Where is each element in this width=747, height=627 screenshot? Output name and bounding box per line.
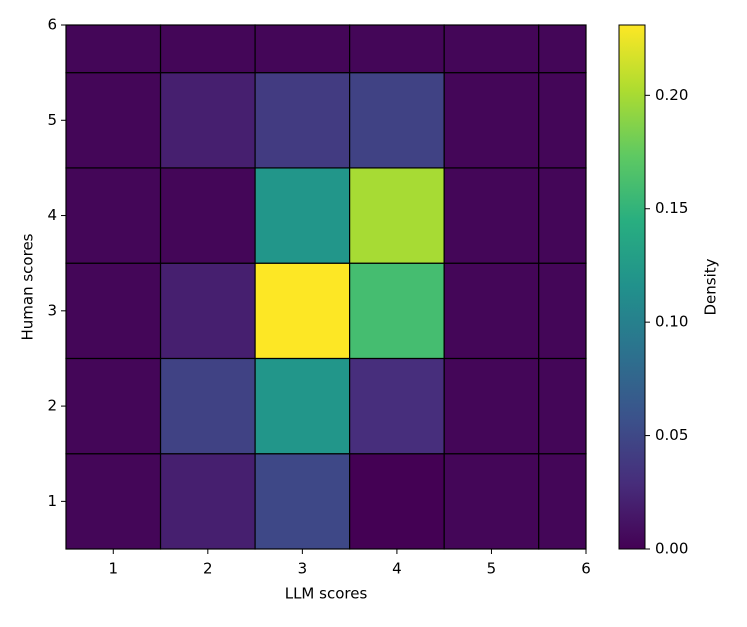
heatmap-cell xyxy=(443,357,540,455)
heatmap-cell xyxy=(65,262,162,360)
heatmap-cell xyxy=(159,357,256,455)
heatmap-cell xyxy=(65,72,162,169)
heatmap-cell xyxy=(159,167,256,264)
colorbar xyxy=(618,24,646,550)
heatmap-cell xyxy=(254,72,351,169)
heatmap-cell xyxy=(159,453,256,550)
colorbar-tick-label: 0.00 xyxy=(655,540,688,558)
heatmap-cell xyxy=(65,167,162,264)
heatmap-cell xyxy=(349,167,445,264)
y-tick-label: 1 xyxy=(47,492,57,510)
heatmap-cell xyxy=(443,453,540,550)
y-tick-label: 2 xyxy=(47,397,57,415)
heatmap-cell xyxy=(349,24,445,74)
x-axis-label: LLM scores xyxy=(285,585,368,603)
y-tick-label: 6 xyxy=(47,16,57,34)
heatmap-cell xyxy=(65,453,162,550)
x-tick-label: 5 xyxy=(487,560,497,578)
colorbar-tick-label: 0.05 xyxy=(655,426,688,444)
heatmap-cell xyxy=(443,24,540,74)
heatmap-cell xyxy=(65,357,162,455)
heatmap-cell xyxy=(254,24,351,74)
heatmap-cell xyxy=(538,167,587,264)
heatmap-cell xyxy=(254,453,351,550)
heatmap-cell xyxy=(65,24,162,74)
heatmap-cell xyxy=(349,72,445,169)
y-tick-label: 5 xyxy=(47,111,57,129)
colorbar-tick-label: 0.15 xyxy=(655,199,688,217)
x-tick-label: 4 xyxy=(392,560,402,578)
heatmap-cell xyxy=(254,262,351,360)
heatmap-cell xyxy=(349,357,445,455)
colorbar-tick-label: 0.20 xyxy=(655,86,688,104)
y-tick-label: 4 xyxy=(47,206,57,224)
plot-frame xyxy=(65,24,587,550)
heatmap-cell xyxy=(254,167,351,264)
heatmap-cell xyxy=(443,72,540,169)
x-tick-label: 3 xyxy=(298,560,308,578)
x-tick-label: 2 xyxy=(203,560,213,578)
heatmap-cell xyxy=(538,72,587,169)
colorbar-tick-label: 0.10 xyxy=(655,313,688,331)
heatmap-cell xyxy=(443,167,540,264)
heatmap-cell xyxy=(159,24,256,74)
y-axis-label: Human scores xyxy=(19,233,37,340)
heatmap-cell xyxy=(538,262,587,360)
heatmap-cell xyxy=(159,72,256,169)
heatmap-cell xyxy=(443,262,540,360)
x-tick-label: 1 xyxy=(108,560,118,578)
heatmap-cell xyxy=(538,24,587,74)
heatmap-cell xyxy=(254,357,351,455)
heatmap-cell xyxy=(538,453,587,550)
heatmap-cell xyxy=(538,357,587,455)
x-tick-label: 6 xyxy=(581,560,591,578)
y-tick-label: 3 xyxy=(47,301,57,319)
heatmap-cell xyxy=(159,262,256,360)
heatmap-cell xyxy=(349,453,445,550)
colorbar-label: Density xyxy=(702,258,720,315)
heatmap-cell xyxy=(349,262,445,360)
